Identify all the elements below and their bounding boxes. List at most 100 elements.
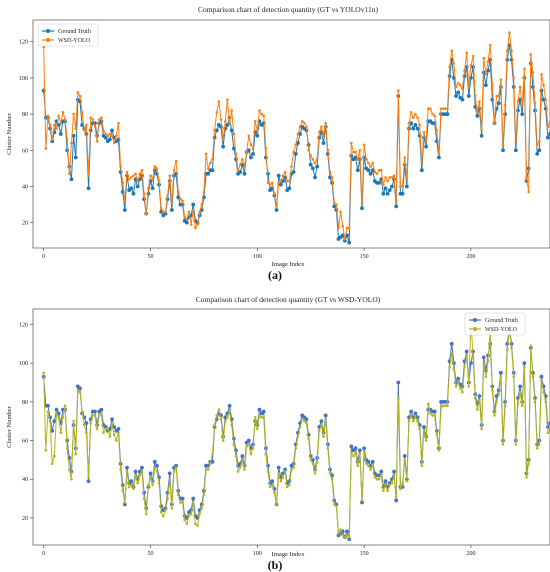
series-0-point	[229, 128, 234, 133]
series-1-point	[72, 112, 75, 116]
series-0-point	[155, 463, 159, 468]
series-1-point	[117, 431, 120, 435]
series-1-point	[151, 483, 154, 487]
series-0-point	[315, 164, 320, 169]
series-1-point	[345, 534, 349, 537]
series-1-point	[121, 489, 125, 493]
y-tick-label: 100	[19, 76, 28, 82]
series-1-point	[426, 402, 430, 406]
series-1-point	[546, 431, 550, 435]
series-1-point	[223, 120, 227, 123]
series-1-point	[480, 129, 483, 132]
series-0-point	[419, 168, 424, 173]
series-1-point	[211, 452, 214, 456]
series-1-point	[469, 63, 473, 67]
series-1-point	[296, 132, 300, 136]
series-1-point	[245, 445, 248, 448]
series-1-point	[134, 474, 137, 477]
series-1-point	[234, 152, 238, 156]
series-1-point	[527, 190, 530, 194]
series-1-point	[292, 150, 295, 154]
series-1-point	[48, 419, 52, 423]
series-0-point	[129, 186, 134, 191]
series-0-point	[347, 240, 352, 245]
series-0-point	[381, 191, 386, 196]
series-1-point	[170, 506, 174, 510]
series-1-point	[104, 132, 107, 136]
series-1-point	[149, 174, 152, 177]
series-0-point	[392, 469, 396, 474]
series-0-point	[56, 411, 61, 416]
series-1-point	[382, 489, 385, 493]
series-1-point	[191, 208, 195, 212]
series-1-point	[523, 67, 526, 71]
series-1-point	[473, 396, 477, 400]
series-1-point	[360, 201, 364, 205]
series-1-point	[112, 433, 116, 437]
series-0-point	[52, 419, 57, 424]
series-1-point	[200, 506, 204, 510]
series-1-point	[266, 470, 270, 473]
series-1-point	[320, 423, 323, 427]
series-1-point	[531, 71, 535, 74]
series-0-point	[116, 427, 121, 431]
series-1-point	[91, 414, 95, 417]
series-1-point	[371, 464, 374, 467]
series-0-point	[377, 473, 381, 478]
series-1-point	[546, 125, 550, 129]
series-1-point	[471, 54, 475, 58]
series-1-point	[480, 427, 483, 431]
chart-b-ylabel: Cluster Number	[6, 405, 13, 448]
series-1-point	[411, 419, 415, 423]
chart-b-series	[41, 319, 550, 542]
series-0-point	[475, 114, 480, 118]
series-1-point	[181, 501, 184, 504]
series-1-point	[505, 348, 509, 351]
series-0-point	[449, 341, 454, 346]
series-0-point	[122, 502, 127, 507]
series-1-point	[356, 464, 360, 467]
series-0-point	[291, 170, 296, 174]
series-0-point	[46, 403, 50, 408]
series-1-point	[484, 72, 488, 76]
series-1-point	[249, 143, 253, 147]
series-1-point	[221, 138, 225, 141]
x-tick-label: 200	[466, 254, 475, 260]
series-1-point	[100, 412, 103, 415]
series-1-point	[476, 110, 479, 114]
series-1-point	[330, 477, 334, 481]
series-1-point	[424, 439, 428, 442]
series-1-point	[85, 431, 88, 435]
series-1-point	[369, 468, 372, 471]
series-1-point	[50, 462, 54, 466]
series-1-point	[202, 493, 206, 497]
series-1-point	[275, 503, 278, 506]
series-1-point	[290, 165, 293, 168]
series-1-point	[217, 408, 221, 411]
series-1-point	[277, 181, 280, 185]
series-0-point	[281, 179, 285, 183]
series-1-point	[437, 152, 441, 156]
series-1-point	[202, 190, 206, 194]
series-1-point	[221, 439, 225, 442]
series-1-point	[226, 416, 229, 419]
series-1-point	[168, 174, 172, 177]
series-1-point	[125, 470, 129, 473]
series-1-point	[260, 416, 263, 419]
series-1-point	[531, 375, 535, 379]
series-0-point	[296, 141, 300, 145]
series-1-point	[91, 118, 95, 121]
series-0-point	[332, 204, 337, 209]
series-0-point	[357, 448, 362, 453]
series-0-point	[276, 465, 281, 470]
series-1-point	[394, 495, 398, 498]
series-0-point	[298, 132, 302, 136]
series-0-point	[310, 166, 315, 171]
series-1-point	[185, 522, 189, 526]
series-1-point	[535, 143, 539, 147]
series-1-point	[533, 101, 537, 105]
series-1-point	[264, 452, 268, 456]
series-1-point	[384, 176, 387, 179]
series-0-point	[184, 220, 189, 225]
series-1-point	[264, 147, 268, 150]
